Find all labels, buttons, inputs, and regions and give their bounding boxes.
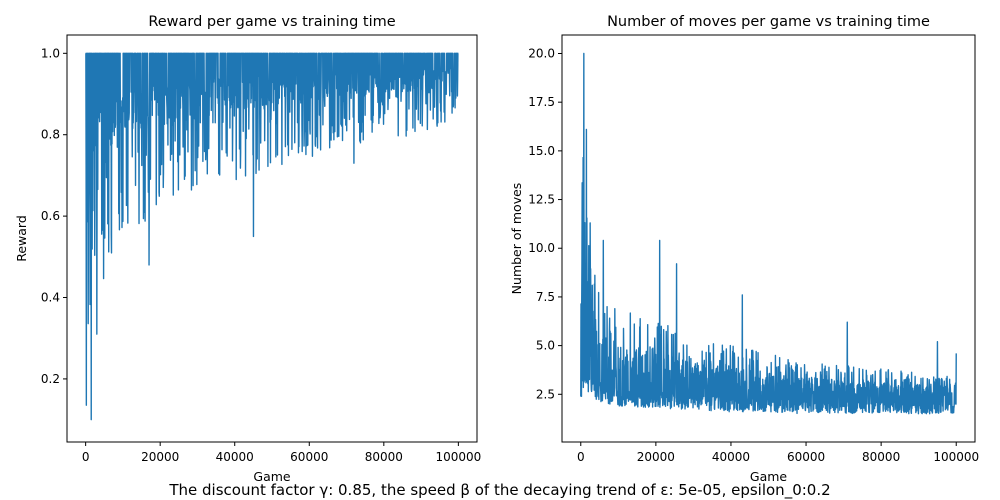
y-tick-label: 2.5 [536, 387, 555, 401]
reward-series-line [85, 52, 459, 421]
figure-suptitle: The discount factor γ: 0.85, the speed β… [168, 481, 830, 500]
x-tick-label: 80000 [365, 450, 403, 464]
x-tick-label: 0 [577, 450, 585, 464]
x-tick-label: 40000 [216, 450, 254, 464]
moves-chart-title: Number of moves per game vs training tim… [607, 14, 930, 30]
reward-y-axis-label: Reward [14, 215, 29, 262]
moves-axes-frame [561, 34, 976, 443]
x-tick-label: 20000 [637, 450, 675, 464]
reward-y-ticks: 0.2 0.4 0.6 0.8 1.0 [41, 46, 67, 386]
y-tick-label: 20.0 [528, 47, 555, 61]
reward-x-ticks: 0 20000 40000 60000 80000 100000 [82, 442, 481, 464]
y-tick-label: 12.5 [528, 193, 555, 207]
reward-chart: Reward per game vs training time 0 20000 4… [14, 14, 481, 484]
reward-plot-area [85, 52, 459, 421]
moves-x-axis-label: Game [750, 469, 788, 484]
x-tick-label: 0 [82, 450, 90, 464]
moves-y-axis-label: Number of moves [509, 183, 524, 295]
y-tick-label: 0.6 [41, 209, 60, 223]
x-tick-label: 60000 [787, 450, 825, 464]
y-tick-label: 15.0 [528, 144, 555, 158]
y-tick-label: 10.0 [528, 241, 555, 255]
x-tick-label: 60000 [290, 450, 328, 464]
x-tick-label: 100000 [933, 450, 979, 464]
x-tick-label: 40000 [712, 450, 750, 464]
moves-series-line [580, 52, 957, 415]
reward-chart-title: Reward per game vs training time [148, 14, 395, 30]
y-tick-label: 0.2 [41, 372, 60, 386]
x-tick-label: 100000 [435, 450, 481, 464]
x-tick-label: 20000 [141, 450, 179, 464]
reward-axes-frame [66, 34, 478, 443]
y-tick-label: 0.4 [41, 291, 60, 305]
y-tick-label: 0.8 [41, 128, 60, 142]
y-tick-label: 5.0 [536, 339, 555, 353]
moves-plot-area [580, 52, 957, 415]
reward-x-axis-label: Game [253, 469, 291, 484]
moves-x-ticks: 0 20000 40000 60000 80000 100000 [577, 442, 979, 464]
y-tick-label: 7.5 [536, 290, 555, 304]
y-tick-label: 17.5 [528, 95, 555, 109]
moves-chart: Number of moves per game vs training tim… [509, 14, 979, 484]
moves-y-ticks: 2.5 5.0 7.5 10.0 12.5 15.0 17.5 20.0 [528, 47, 562, 401]
x-tick-label: 80000 [862, 450, 900, 464]
y-tick-label: 1.0 [41, 46, 60, 60]
